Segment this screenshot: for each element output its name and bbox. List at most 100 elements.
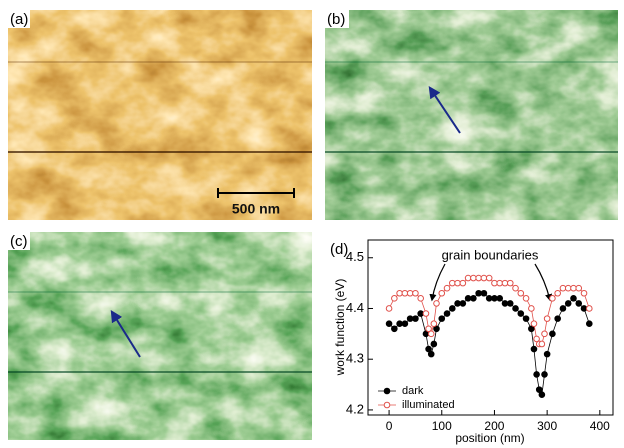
data-point [476,275,482,281]
data-point [407,316,413,322]
data-point [531,321,537,327]
kpfm-illuminated [8,232,312,440]
data-point [544,351,550,357]
data-point [402,290,408,296]
series-line [389,293,589,394]
data-point [423,311,429,317]
legend-label: illuminated [402,399,455,411]
data-point [497,296,503,302]
data-point [428,351,434,357]
data-point [465,275,471,281]
panel-label: (b) [327,11,345,28]
y-tick-label: 4.3 [346,351,364,366]
data-point [418,296,424,302]
data-point [471,275,477,281]
data-point [481,275,487,281]
data-point [407,290,413,296]
data-point [439,316,445,322]
data-point [455,301,461,307]
data-point [581,290,587,296]
data-point [402,321,408,327]
data-point [518,290,524,296]
data-point [434,301,440,307]
data-point [560,285,566,291]
legend-marker [384,402,390,408]
data-point [481,290,487,296]
data-point [497,280,503,286]
data-point [586,306,592,312]
data-point [529,306,535,312]
data-point [502,280,508,286]
data-point [386,306,392,312]
data-point [534,372,540,378]
data-point [450,280,456,286]
data-point [513,285,519,291]
data-point [518,311,524,317]
x-tick-label: 0 [386,419,393,433]
data-point [413,316,419,322]
data-point [465,296,471,302]
data-point [550,331,556,337]
data-point [492,280,498,286]
data-point [450,306,456,312]
data-point [571,296,577,302]
data-point [542,331,548,337]
afm-topography [8,10,312,220]
data-point [550,296,556,302]
x-tick-label: 100 [432,419,452,433]
data-point [486,275,492,281]
data-point [502,301,508,307]
data-point [397,321,403,327]
data-point [523,296,529,302]
data-point [418,311,424,317]
panel-label: (a) [10,11,28,28]
data-point [531,346,537,352]
data-point [386,321,392,327]
data-point [444,311,450,317]
data-point [539,341,545,347]
data-point [439,290,445,296]
panel-label: (c) [10,233,28,250]
data-point [455,280,461,286]
data-point [492,296,498,302]
data-point [413,290,419,296]
data-point [471,296,477,302]
data-point [392,326,398,332]
data-point [507,301,513,307]
annotation-arrow [535,264,550,300]
data-point [392,296,398,302]
data-point [560,306,566,312]
data-point [486,296,492,302]
data-point [586,321,592,327]
data-point [431,341,437,347]
data-point [544,316,550,322]
data-point [542,372,548,378]
data-point [539,392,545,398]
legend-label: dark [402,385,424,397]
data-point [555,316,561,322]
figure: (a) 500 nm (b) (c) (d) work function (eV… [0,0,624,448]
data-point [428,331,434,337]
legend-marker [384,388,390,394]
annotation: grain boundaries [442,247,539,262]
data-point [565,301,571,307]
y-tick-label: 4.2 [346,401,364,416]
x-tick-label: 300 [537,419,557,433]
data-point [444,285,450,291]
x-axis-label: position (nm) [455,431,524,445]
scale-bar-label: 500 nm [232,201,280,217]
x-tick-label: 400 [590,419,610,433]
kpfm-dark [325,10,618,220]
data-point [431,321,437,327]
data-point [581,306,587,312]
y-tick-label: 4.5 [346,249,364,264]
data-point [460,280,466,286]
data-point [576,301,582,307]
data-point [397,290,403,296]
x-tick-label: 200 [484,419,504,433]
data-point [576,285,582,291]
data-point [565,285,571,291]
data-point [523,316,529,322]
data-point [555,290,561,296]
data-point [507,280,513,286]
